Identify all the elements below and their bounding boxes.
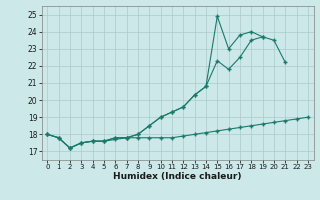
X-axis label: Humidex (Indice chaleur): Humidex (Indice chaleur) xyxy=(113,172,242,181)
